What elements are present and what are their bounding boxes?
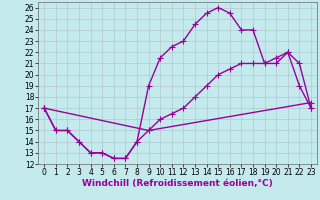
X-axis label: Windchill (Refroidissement éolien,°C): Windchill (Refroidissement éolien,°C) [82,179,273,188]
